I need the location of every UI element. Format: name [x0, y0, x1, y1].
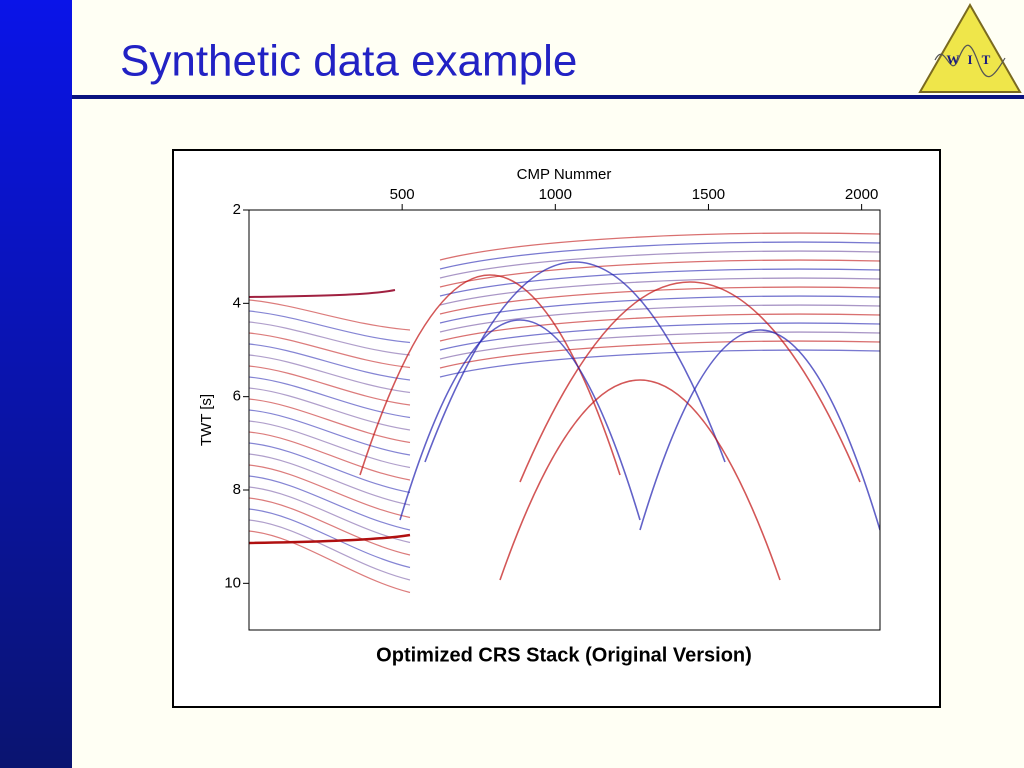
- seismic-event: [439, 322, 880, 351]
- y-axis-label: TWT [s]: [198, 394, 215, 446]
- seismic-event: [249, 497, 411, 556]
- seismic-event: [249, 442, 411, 494]
- seismic-event: [249, 321, 411, 356]
- y-tick-label: 4: [233, 294, 241, 311]
- seismic-event: [249, 398, 411, 444]
- seismic-event: [249, 310, 411, 344]
- seismic-event: [249, 387, 411, 431]
- seismic-event: [249, 530, 411, 594]
- seismic-event: [249, 409, 411, 456]
- logo-wave: [934, 44, 1006, 78]
- seismic-event: [439, 349, 880, 378]
- seismic-event: [249, 519, 411, 581]
- seismic-event: [439, 232, 880, 261]
- y-tick-label: 8: [233, 481, 241, 498]
- y-tick-label: 2: [233, 201, 241, 218]
- seismic-event: [249, 420, 411, 469]
- seismic-event: [439, 259, 880, 288]
- seismic-event: [439, 268, 880, 297]
- seismic-event: [249, 343, 411, 381]
- seismic-diffraction: [359, 274, 621, 476]
- seismic-event: [249, 365, 411, 406]
- x-tick-label: 1500: [692, 186, 725, 203]
- logo-letter: T: [982, 52, 991, 67]
- seismic-event: [439, 304, 880, 333]
- seismic-event: [249, 354, 411, 394]
- seismic-event: [249, 376, 411, 419]
- seismic-event: [249, 508, 411, 569]
- seismic-event: [249, 453, 411, 506]
- seismic-event: [439, 295, 880, 324]
- seismic-image: [249, 232, 880, 594]
- logo-triangle: [918, 2, 1022, 93]
- seismic-event: [439, 286, 880, 315]
- seismic-event: [249, 475, 411, 531]
- seismic-diffraction: [399, 319, 641, 521]
- logo-letter: I: [967, 52, 972, 67]
- seismic-event: [439, 241, 880, 270]
- seismic-event: [249, 289, 396, 298]
- seismic-event: [249, 332, 411, 369]
- x-tick-label: 1000: [539, 186, 572, 203]
- sidebar: [0, 0, 72, 768]
- seismic-event: [249, 299, 411, 331]
- y-tick-label: 10: [224, 574, 241, 591]
- seismic-diffraction: [424, 261, 726, 463]
- caption: Optimized CRS Stack (Original Version): [376, 644, 752, 666]
- logo: W I T: [918, 2, 1022, 93]
- seismic-event: [249, 464, 411, 519]
- seismic-event: [249, 431, 411, 481]
- seismic-diffraction: [639, 329, 880, 531]
- plot-frame: [248, 209, 881, 631]
- seismic-event: [439, 313, 880, 342]
- seismic-event: [439, 250, 880, 279]
- x-tick-label: 2000: [845, 186, 878, 203]
- seismic-event: [439, 340, 880, 369]
- title-rule: [72, 95, 1024, 99]
- x-axis-label: CMP Nummer: [517, 166, 612, 183]
- slide-title: Synthetic data example: [120, 37, 577, 86]
- seismic-event: [439, 331, 880, 360]
- seismic-diffraction: [499, 379, 781, 581]
- x-tick-label: 500: [390, 186, 415, 203]
- seismic-event: [249, 533, 411, 545]
- logo-letter: W: [947, 52, 960, 67]
- seismic-diffraction: [519, 281, 861, 483]
- y-tick-label: 6: [233, 388, 241, 405]
